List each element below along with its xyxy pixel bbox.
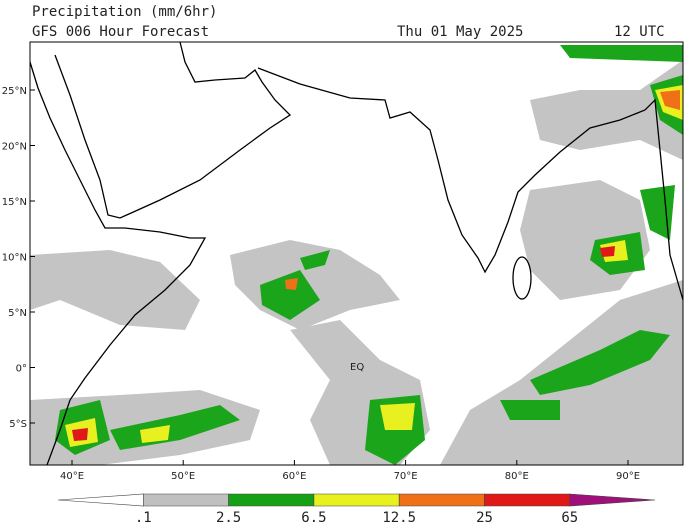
lon-label: 50°E (171, 471, 195, 482)
lat-label: 15°N (2, 197, 27, 208)
lon-label: 40°E (60, 471, 84, 482)
colorbar-segment (57, 493, 144, 507)
colorbar-label: .1 (135, 510, 152, 525)
colorbar-segment (484, 493, 571, 507)
lat-label: 5°S (9, 419, 27, 430)
time-label: 12 UTC (614, 24, 665, 40)
date-label: Thu 01 May 2025 (397, 24, 523, 40)
lat-label: 25°N (2, 86, 27, 97)
coastlines (29, 41, 684, 466)
colorbar-segment (228, 493, 315, 507)
lon-label: 60°E (282, 471, 306, 482)
lon-label: 80°E (505, 471, 529, 482)
colorbar-label: 12.5 (382, 510, 416, 525)
lat-label: 20°N (2, 142, 27, 153)
title: Precipitation (mm/6hr) (32, 4, 217, 20)
lat-label: 10°N (2, 253, 27, 264)
colorbar-label: 2.5 (216, 510, 241, 525)
precip-field (30, 45, 683, 465)
colorbar-segment (398, 493, 485, 507)
colorbar-label: 25 (476, 510, 493, 525)
map-frame (29, 41, 684, 466)
colorbar: .1 2.5 6.5 12.5 25 65 (57, 493, 656, 525)
colorbar-label: 6.5 (301, 510, 326, 525)
lat-label: 5°N (8, 308, 27, 319)
graticule-labels: 25°N 20°N 15°N 10°N 5°N 0° 5°S 40°E 50°E 60°E 70°E… (2, 86, 640, 482)
model-label: GFS 006 Hour Forecast (32, 24, 209, 40)
colorbar-segment (313, 493, 400, 507)
colorbar-segment (569, 493, 656, 507)
colorbar-label: 65 (561, 510, 578, 525)
map-area (29, 41, 684, 466)
equator-label: EQ (350, 362, 364, 373)
lat-label: 0° (16, 364, 27, 375)
colorbar-segment (143, 493, 229, 507)
lon-label: 70°E (394, 471, 418, 482)
lon-label: 90°E (616, 471, 640, 482)
